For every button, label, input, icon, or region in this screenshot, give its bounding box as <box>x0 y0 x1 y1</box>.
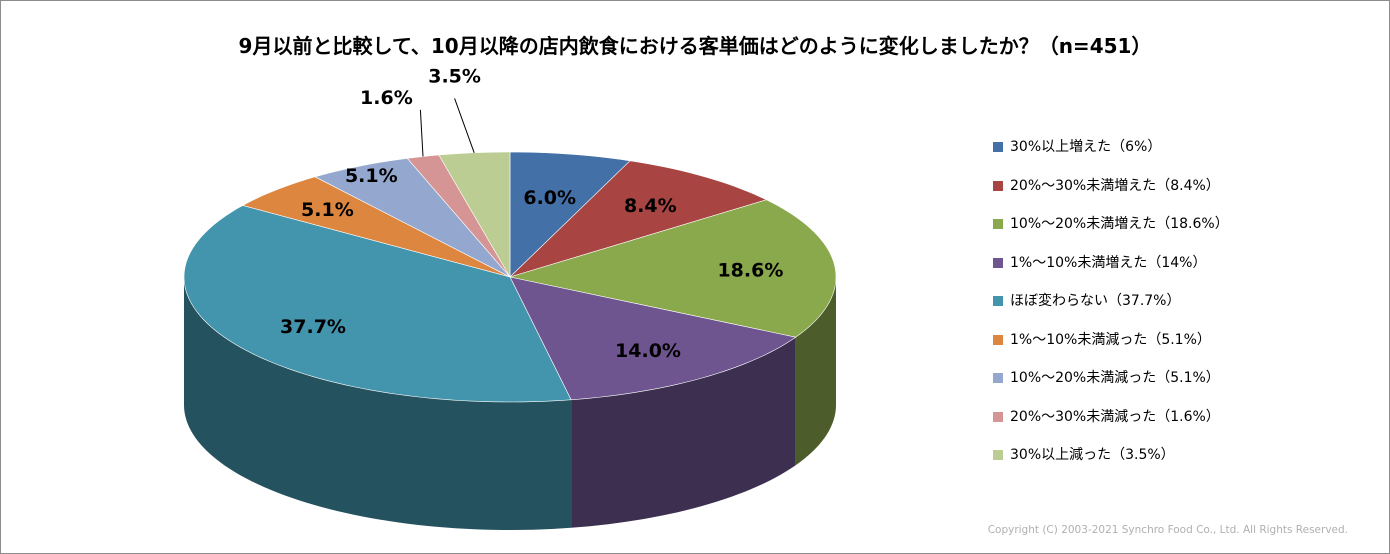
data-label-6: 5.1% <box>345 165 398 187</box>
pie-slices <box>183 151 837 403</box>
legend-swatch <box>993 334 1003 345</box>
legend-label: 10%～20%未満減った（5.1%） <box>1010 370 1220 386</box>
legend-swatch <box>993 142 1003 152</box>
data-label-1: 8.4% <box>624 195 677 217</box>
legend-label: 20%～30%未満増えた（8.4%） <box>1010 177 1220 194</box>
pie-slice-0 <box>509 151 631 278</box>
legend-swatch <box>993 450 1003 460</box>
pie-sides <box>184 277 836 530</box>
data-label-2: 18.6% <box>717 260 783 282</box>
leader-line-8 <box>454 98 475 153</box>
data-label-8: 3.5% <box>428 65 481 87</box>
pie-slice-2 <box>509 199 837 338</box>
data-label-7: 1.6% <box>360 87 413 109</box>
data-label-4: 37.7% <box>280 316 346 338</box>
legend-swatch <box>993 296 1003 306</box>
pie-side-2 <box>795 277 836 466</box>
legend-label: 1%～10%未満減った（5.1%） <box>1010 331 1211 348</box>
legend-label: ほぼ変わらない（37.7%） <box>1010 293 1181 309</box>
legend-swatch <box>993 257 1003 268</box>
data-label-5: 5.1% <box>301 199 354 221</box>
pie-slice-3 <box>509 276 797 401</box>
legend-label: 30%以上増えた（6%） <box>1010 139 1162 155</box>
data-label-3: 14.0% <box>615 340 681 362</box>
chart-title: 9月以前と比較して、10月以降の店内飲食における客単価はどのように変化しましたか… <box>238 34 1152 58</box>
legend-label: 30%以上減った（3.5%） <box>1010 447 1175 463</box>
pie-data-labels: 6.0% 8.4% 18.6% 14.0% 37.7% 5.1% 5.1% 1.6% 3.5% <box>280 65 783 361</box>
copyright-text: Copyright (C) 2003-2021 Synchro Food Co.… <box>987 524 1348 536</box>
pie-leader-lines <box>419 98 475 157</box>
legend-swatch <box>993 219 1003 229</box>
pie-slice-5 <box>241 176 511 278</box>
pie-slice-1 <box>509 160 768 278</box>
legend-swatch <box>993 411 1003 422</box>
pie-side-3 <box>571 337 796 528</box>
legend-label: 20%～30%未満減った（1.6%） <box>1010 408 1220 425</box>
legend-label: 1%～10%未満増えた（14%） <box>1010 254 1207 271</box>
data-label-0: 6.0% <box>523 187 576 209</box>
leader-line-7 <box>419 109 424 157</box>
pie-slice-4 <box>183 205 572 403</box>
pie-slice-6 <box>314 158 511 278</box>
pie-side-4 <box>184 277 572 530</box>
legend-swatch <box>993 373 1003 383</box>
legend-swatch <box>993 180 1003 191</box>
legend-label: 10%～20%未満増えた（18.6%） <box>1010 216 1229 232</box>
